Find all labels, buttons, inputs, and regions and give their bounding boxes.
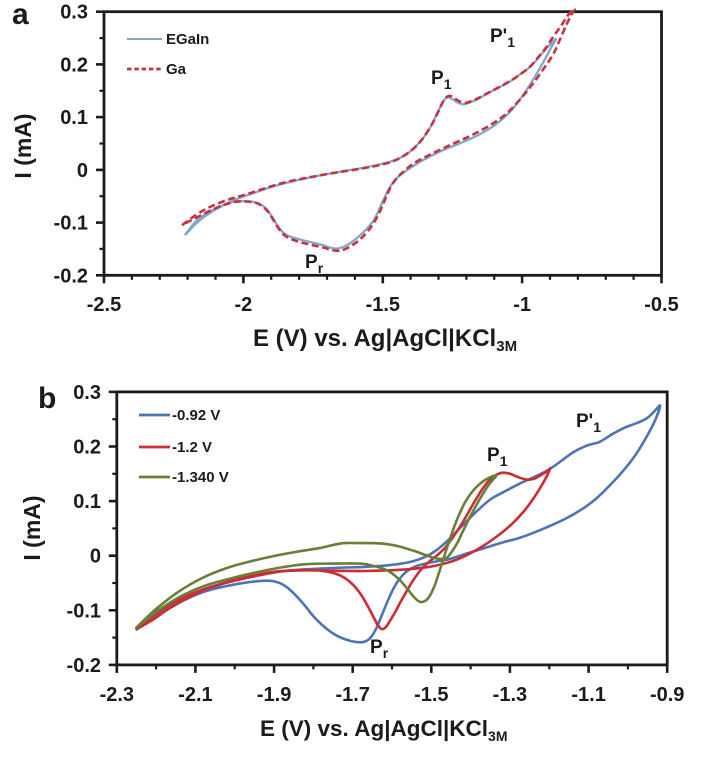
svg-text:-1.5: -1.5 bbox=[414, 684, 448, 706]
svg-text:-0.2: -0.2 bbox=[67, 655, 101, 677]
svg-text:0.3: 0.3 bbox=[60, 2, 88, 24]
svg-text:-2.1: -2.1 bbox=[178, 684, 212, 706]
svg-text:-0.2: -0.2 bbox=[54, 265, 88, 287]
svg-text:-0.5: -0.5 bbox=[644, 294, 678, 316]
svg-text:I (mA): I (mA) bbox=[19, 495, 45, 560]
svg-text:-1.2 V: -1.2 V bbox=[172, 439, 212, 456]
svg-text:0: 0 bbox=[77, 160, 88, 182]
svg-text:b: b bbox=[38, 382, 56, 415]
svg-text:0.1: 0.1 bbox=[60, 107, 88, 129]
svg-text:-1.3: -1.3 bbox=[493, 684, 527, 706]
svg-text:-0.1: -0.1 bbox=[67, 600, 101, 622]
svg-text:EGaIn: EGaIn bbox=[166, 31, 209, 48]
svg-text:0.1: 0.1 bbox=[73, 491, 101, 513]
svg-text:I (mA): I (mA) bbox=[10, 113, 36, 178]
svg-text:-0.1: -0.1 bbox=[54, 213, 88, 235]
svg-text:-1.5: -1.5 bbox=[366, 294, 400, 316]
svg-text:-1.9: -1.9 bbox=[257, 684, 291, 706]
svg-text:-2.3: -2.3 bbox=[100, 684, 134, 706]
svg-text:-1.7: -1.7 bbox=[335, 684, 369, 706]
svg-text:Ga: Ga bbox=[166, 61, 187, 78]
svg-text:0.2: 0.2 bbox=[73, 437, 101, 459]
svg-text:-0.92 V: -0.92 V bbox=[172, 407, 220, 424]
svg-text:0.3: 0.3 bbox=[73, 382, 101, 404]
svg-text:-2.5: -2.5 bbox=[87, 294, 121, 316]
svg-text:0: 0 bbox=[90, 546, 101, 568]
svg-text:E (V) vs. Ag|AgCl|KCl3M: E (V) vs. Ag|AgCl|KCl3M bbox=[260, 716, 507, 744]
svg-text:0.2: 0.2 bbox=[60, 54, 88, 76]
svg-text:-0.9: -0.9 bbox=[650, 684, 684, 706]
svg-text:E (V) vs. Ag|AgCl|KCl3M: E (V) vs. Ag|AgCl|KCl3M bbox=[253, 325, 517, 355]
svg-text:-1.340 V: -1.340 V bbox=[172, 469, 229, 486]
svg-text:-1.1: -1.1 bbox=[571, 684, 605, 706]
svg-text:-2: -2 bbox=[235, 294, 253, 316]
svg-text:-1: -1 bbox=[513, 294, 531, 316]
svg-text:a: a bbox=[12, 0, 29, 31]
